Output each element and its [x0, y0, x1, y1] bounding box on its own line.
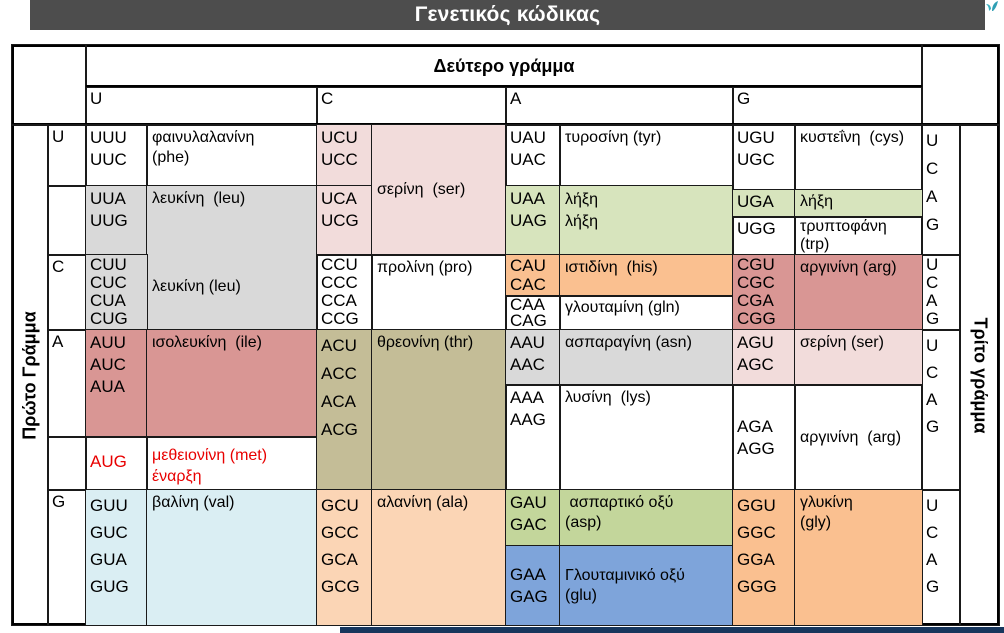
amino-cell-asn: ασπαραγίνη (asn): [559, 329, 734, 386]
codon-cell-uca: UCA UCG: [316, 185, 373, 256]
third-letters-row-a: U C A G: [921, 329, 961, 491]
codon-cell-cuu: CUU CUC CUA CUG: [85, 254, 148, 331]
row-letter-a-spacer: [47, 436, 87, 491]
page-title: Γενετικός κώδικας: [414, 3, 601, 26]
codon-cell-acu: ACU ACC ACA ACG: [316, 329, 373, 491]
amino-cell-ser-ag: σερίνη (ser): [794, 329, 923, 386]
amino-cell-gly: γλυκίνη (gly): [794, 489, 923, 626]
amino-cell-stop-uga: λήξη: [794, 189, 923, 218]
amino-cell-thr: θρεονίνη (thr): [371, 329, 507, 491]
third-letters-row-c: U C A G: [921, 254, 961, 331]
third-letters-row-g: U C A G: [921, 489, 961, 626]
column-letter-c: C: [316, 86, 507, 126]
amino-cell-pro: προλίνη (pro): [371, 254, 507, 331]
amino-cell-stop-uaa: λήξη λήξη: [559, 185, 734, 256]
codon-cell-ugu: UGU UGC: [732, 124, 796, 191]
amino-cell-his: ιστιδίνη (his): [559, 254, 734, 297]
column-letter-u: U: [85, 86, 318, 126]
codon-cell-cau: CAU CAC: [505, 254, 561, 297]
amino-cell-arg-c: αργινίνη (arg): [794, 254, 923, 331]
codon-cell-uuu: UUU UUC: [85, 124, 148, 187]
amino-cell-met: μεθειονίνη (met) έναρξη: [146, 436, 318, 491]
codon-cell-ccu: CCU CCC CCA CCG: [316, 254, 373, 331]
codon-cell-uaa: UAA UAG: [505, 185, 561, 256]
codon-cell-gau: GAU GAC: [505, 489, 561, 547]
amino-cell-gln: γλουταμίνη (gln): [559, 295, 734, 331]
codon-cell-uga: UGA: [732, 189, 796, 218]
codon-cell-aug: AUG: [85, 436, 148, 491]
amino-cell-ser: σερίνη (ser): [371, 124, 507, 256]
codon-cell-ucu: UCU UCC: [316, 124, 373, 187]
column-letter-a: A: [505, 86, 734, 126]
codon-cell-ggu: GGU GGC GGA GGG: [732, 489, 796, 626]
codon-cell-cgu: CGU CGC CGA CGG: [732, 254, 796, 331]
amino-label-leu-c: λευκίνη (leu): [152, 278, 241, 295]
amino-cell-arg-ag: αργινίνη (arg): [794, 384, 923, 491]
codon-cell-aga: AGA AGG: [732, 384, 796, 491]
codon-cell-uua: UUA UUG: [85, 185, 148, 256]
bottom-bar: [340, 627, 1004, 633]
amino-cell-glu: Γλουταμινικό οξύ (glu): [559, 545, 734, 626]
amino-cell-ile: ισολευκίνη (ile): [146, 329, 318, 438]
amino-cell-trp: τρυπτοφάνη (trp): [794, 216, 923, 256]
codon-cell-agu: AGU AGC: [732, 329, 796, 386]
row-letter-g: G: [47, 489, 87, 626]
amino-cell-lys: λυσίνη (lys): [559, 384, 734, 491]
amino-cell-asp: ασπαρτικό οξύ (asp): [559, 489, 734, 547]
third-letter-axis: Τρίτο γράμμα: [959, 124, 1000, 626]
header-divider-line: [86, 85, 922, 87]
row-letter-u-spacer: [47, 185, 87, 256]
third-letters-row-u: U C A G: [921, 124, 961, 256]
corner-decoration-icon: [986, 1, 998, 11]
amino-cell-cys: κυστεΐνη (cys): [794, 124, 923, 191]
codon-cell-aau: AAU AAC: [505, 329, 561, 386]
amino-cell-ala: αλανίνη (ala): [371, 489, 507, 626]
column-letter-g: G: [732, 86, 923, 126]
first-letter-axis: Πρώτο Γράμμα: [11, 124, 49, 626]
amino-cell-phe: φαινυλαλανίνη (phe): [146, 124, 318, 187]
codon-cell-aaa: AAA AAG: [505, 384, 561, 491]
amino-cell-leu-merged: λευκίνη (leu) λευκίνη (leu): [146, 185, 318, 331]
codon-cell-ugg: UGG: [732, 216, 796, 256]
codon-cell-gcu: GCU GCC GCA GCG: [316, 489, 373, 626]
amino-label-leu-u: λευκίνη (leu): [152, 190, 246, 207]
row-letter-c: C: [47, 254, 87, 331]
codon-cell-uau: UAU UAC: [505, 124, 561, 187]
header-corner-left: [11, 44, 87, 126]
amino-cell-tyr: τυροσίνη (tyr): [559, 124, 734, 187]
header-bottom-line: [12, 123, 999, 125]
header-corner-right: [921, 44, 1000, 126]
codon-cell-gaa: GAA GAG: [505, 545, 561, 626]
row-letter-a: A: [47, 329, 87, 438]
codon-cell-caa: CAA CAG: [505, 295, 561, 331]
second-letter-header: Δεύτερο γράμμα: [85, 44, 923, 88]
amino-cell-val: βαλίνη (val): [146, 489, 318, 626]
codon-cell-auu: AUU AUC AUA: [85, 329, 148, 438]
title-bar: Γενετικός κώδικας: [30, 0, 985, 30]
codon-cell-guu: GUU GUC GUA GUG: [85, 489, 148, 626]
row-letter-u: U: [47, 124, 87, 187]
